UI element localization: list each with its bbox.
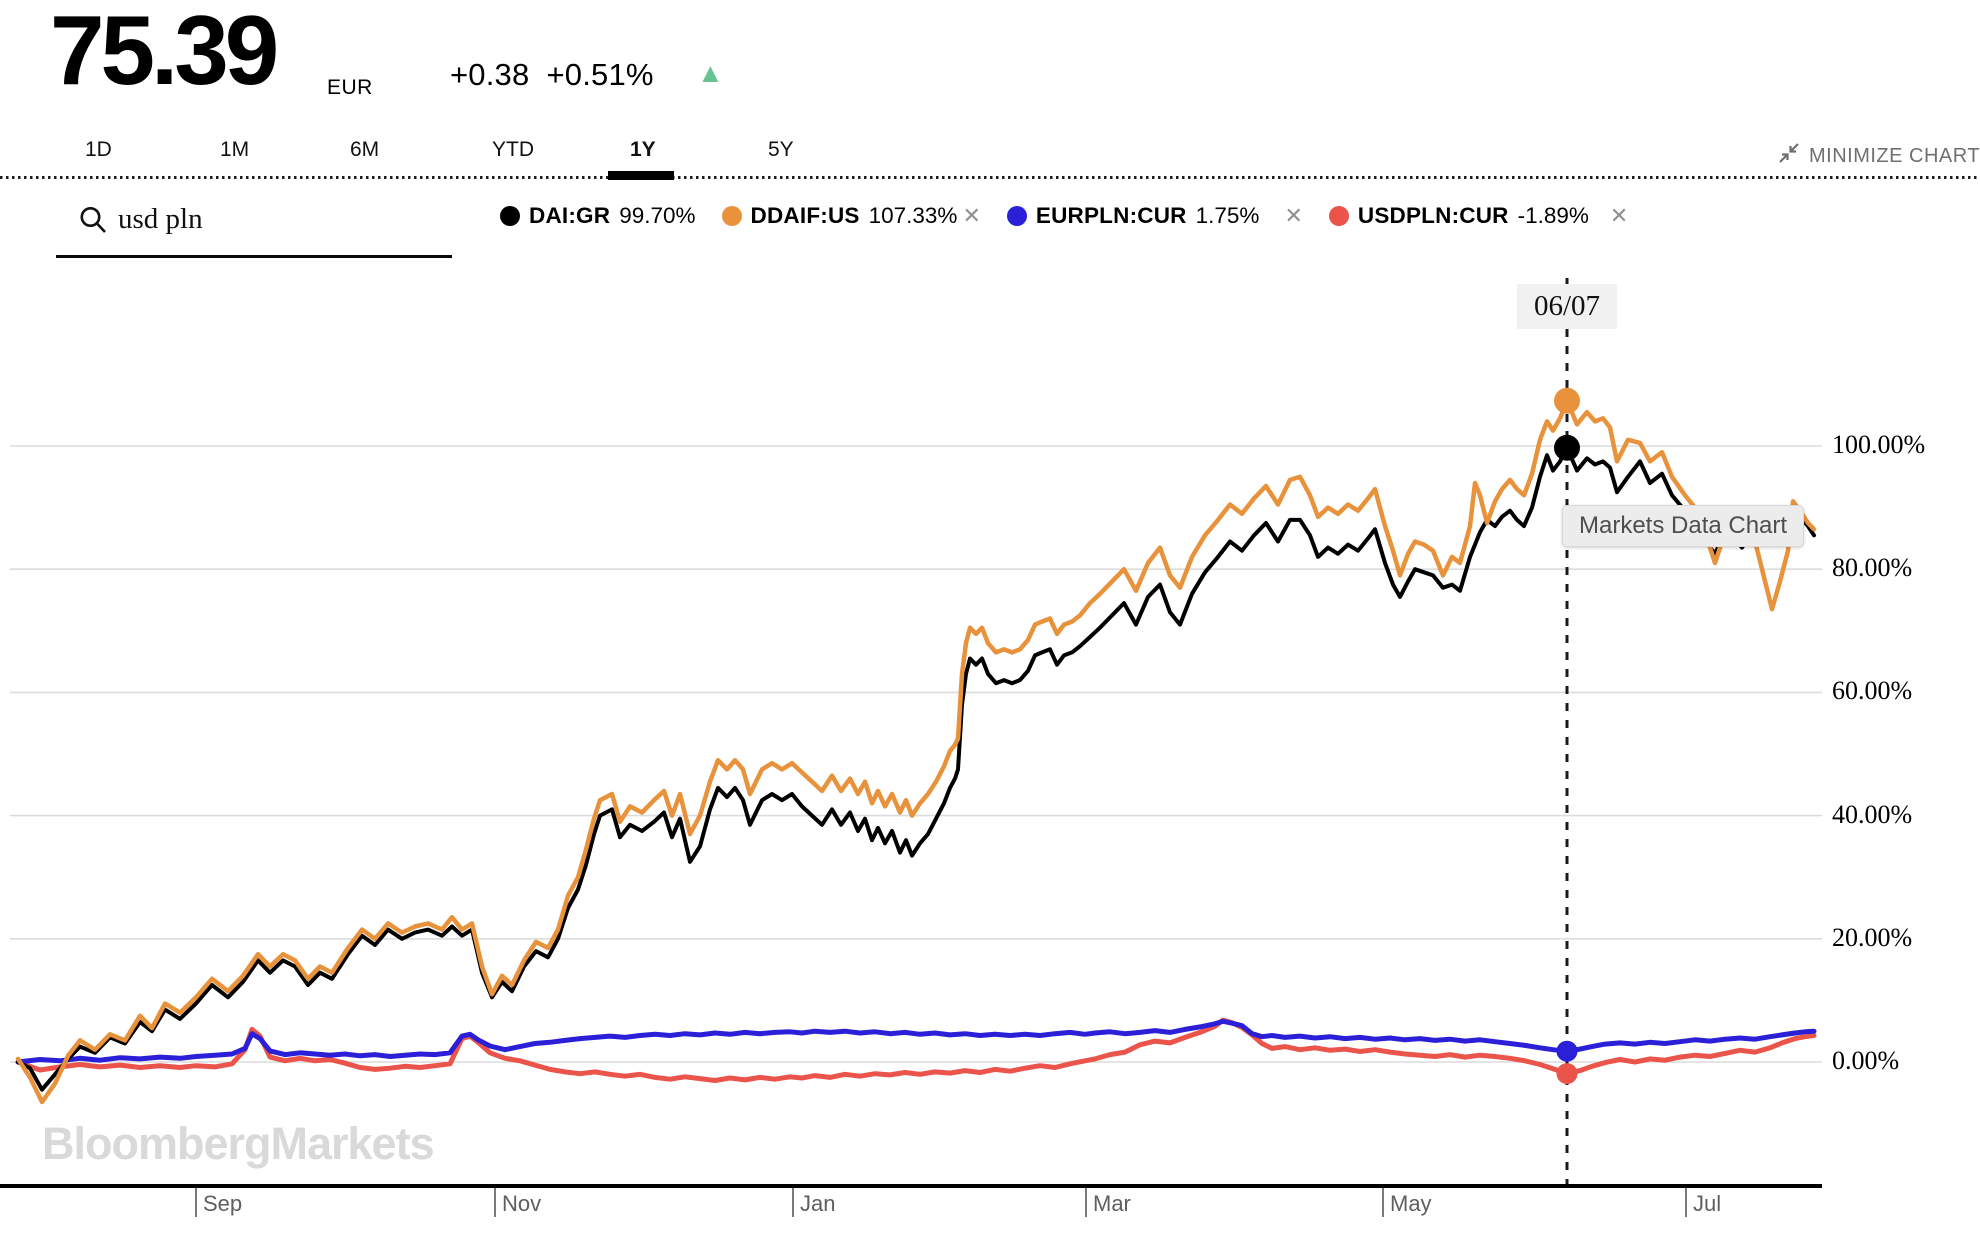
tab-1m[interactable]: 1M [220,138,250,161]
x-axis-label: Nov [502,1191,542,1216]
legend-ticker: EURPLN:CUR [1035,203,1187,228]
legend-value: -1.89% [1517,203,1589,228]
remove-series-eurpln-button[interactable]: ✕ [1284,203,1303,228]
legend-item-eurpln-cur: EURPLN:CUR 1.75% ✕ [1006,203,1303,229]
y-axis-label: 0.00% [1832,1046,1900,1075]
crosshair-marker-dai-gr [1554,434,1580,461]
up-triangle-icon: ▲ [697,58,724,88]
crosshair-date-flag: 06/07 [1516,284,1618,329]
remove-series-usdpln-button[interactable]: ✕ [1609,203,1629,228]
x-axis-label: Sep [203,1191,243,1216]
y-axis-label: 100.00% [1832,430,1926,459]
series-line-eurpln-cur [15,1018,1817,1065]
chart-legend: DAI:GR 99.70% DDAIF:US 107.33% ✕ EURPLN:… [500,203,1628,229]
security-search[interactable] [56,198,452,258]
last-price: 75.39 [50,0,279,105]
tab-1y[interactable]: 1Y [630,138,656,161]
series-dot-dai-gr [500,206,520,226]
tab-ytd[interactable]: YTD [492,138,534,161]
crosshair-marker-ddaif-us [1554,387,1580,414]
series-dot-ddaif-us [721,206,742,226]
price-change: +0.38 +0.51% [450,57,654,93]
x-axis-label: Jan [800,1191,836,1216]
search-input[interactable] [116,202,430,237]
active-tab-indicator [608,171,674,180]
legend-value: 1.75% [1195,203,1260,228]
change-percent: +0.51% [546,57,654,92]
tab-6m[interactable]: 6M [350,138,380,161]
legend-item-ddaif-us: DDAIF:US 107.33% ✕ [721,203,981,229]
series-line-usdpln-cur [15,1017,1817,1083]
legend-ticker: DAI:GR [529,203,611,228]
legend-value: 99.70% [619,203,696,228]
y-axis-label: 40.00% [1832,799,1913,829]
x-axis-label: Mar [1093,1191,1131,1216]
x-axis-label: Jul [1693,1191,1722,1216]
x-axis-label: May [1390,1191,1432,1216]
minimize-icon [1776,140,1802,172]
series-line-ddaif-us [15,398,1817,1105]
remove-series-ddaif-button[interactable]: ✕ [962,203,981,228]
legend-ticker: USDPLN:CUR [1357,203,1509,228]
legend-ticker: DDAIF:US [750,203,860,228]
series-dot-eurpln-cur [1006,206,1027,226]
search-icon [80,207,106,233]
y-axis-label: 80.00% [1832,553,1913,583]
crosshair-marker-usdpln-cur [1556,1063,1578,1085]
crosshair-marker-eurpln-cur [1556,1040,1578,1062]
tabs-divider [0,176,1980,179]
legend-value: 107.33% [868,203,958,228]
series-line-dai-gr [16,445,1816,1092]
tab-5y[interactable]: 5Y [768,138,794,161]
currency-label: EUR [327,76,373,99]
legend-item-usdpln-cur: USDPLN:CUR -1.89% ✕ [1328,203,1629,229]
minimize-chart-button[interactable]: MINIMIZE CHART [1770,139,1980,173]
legend-item-dai-gr: DAI:GR 99.70% [500,203,696,229]
chart-tooltip: Markets Data Chart [1562,505,1805,547]
series-dot-usdpln-cur [1328,206,1349,226]
y-axis-label: 60.00% [1832,676,1913,706]
y-axis-label: 20.00% [1832,922,1913,952]
tab-1d[interactable]: 1D [85,138,112,161]
bloomberg-watermark: BloombergMarkets [42,1118,435,1169]
minimize-label: MINIMIZE CHART [1809,144,1980,167]
change-absolute: +0.38 [450,57,530,92]
